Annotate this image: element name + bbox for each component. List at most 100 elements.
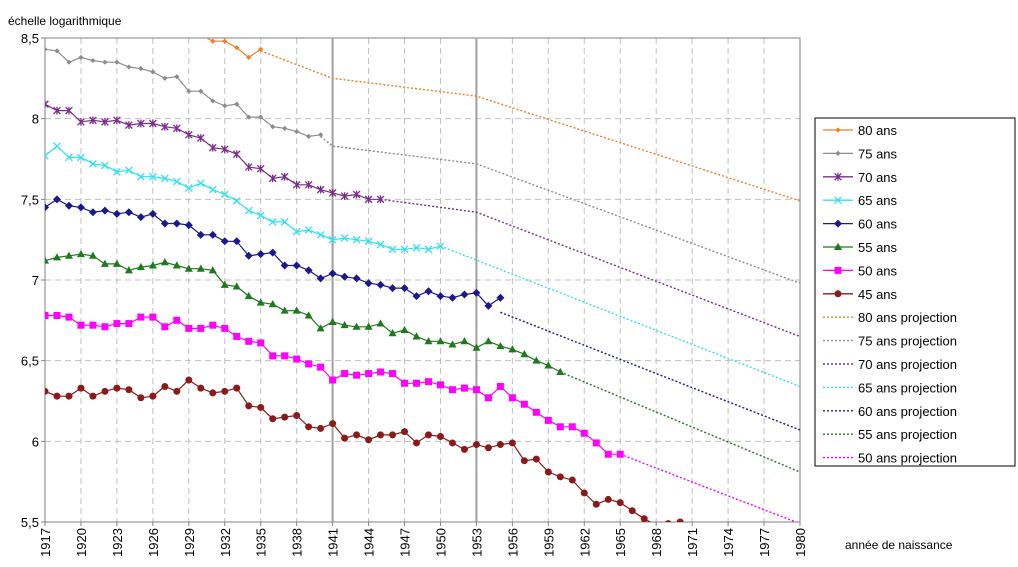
- legend-entry: 65 ans projection: [823, 380, 957, 395]
- data-point: [304, 311, 313, 319]
- series-line: [560, 371, 800, 473]
- data-point: [268, 248, 277, 257]
- legend-label: 65 ans: [858, 193, 898, 208]
- data-point: [149, 392, 157, 400]
- x-tick-label: 1932: [218, 528, 233, 557]
- data-point: [292, 227, 301, 236]
- data-point: [269, 352, 277, 360]
- series-line: [205, 38, 262, 59]
- data-point: [328, 188, 337, 197]
- legend-swatch-marker: [834, 266, 842, 274]
- x-tick-label: 1917: [38, 528, 53, 557]
- series-70-ans: [45, 100, 385, 204]
- data-point: [221, 387, 229, 395]
- data-point: [186, 88, 192, 94]
- data-point: [45, 203, 49, 212]
- data-point: [341, 370, 349, 378]
- x-tick-label: 1962: [577, 528, 592, 557]
- data-point: [257, 403, 265, 411]
- series-line: [500, 311, 800, 431]
- data-point: [53, 392, 61, 400]
- data-point: [448, 439, 456, 447]
- legend-entry: 55 ans projection: [823, 427, 957, 442]
- legend-entry: 80 ans: [823, 123, 898, 138]
- data-point: [77, 153, 85, 162]
- data-point: [113, 384, 121, 392]
- data-point: [232, 282, 241, 290]
- data-point: [101, 323, 109, 331]
- data-point: [54, 48, 60, 54]
- data-point: [424, 431, 432, 439]
- data-point: [318, 132, 324, 138]
- data-point: [125, 320, 133, 328]
- data-point: [520, 457, 528, 465]
- x-tick-label: 1920: [74, 528, 89, 557]
- data-point: [376, 240, 385, 249]
- data-point: [305, 360, 313, 368]
- data-point: [280, 306, 289, 314]
- data-point: [112, 209, 121, 218]
- data-point: [113, 116, 121, 125]
- data-point: [150, 69, 156, 75]
- legend-entry: 60 ans projection: [823, 404, 957, 419]
- data-point: [508, 394, 516, 402]
- legend-label: 60 ans: [858, 217, 898, 232]
- data-point: [294, 128, 300, 135]
- series-line: [619, 453, 798, 522]
- data-point: [245, 402, 253, 410]
- data-point: [304, 180, 313, 189]
- data-point: [340, 272, 349, 281]
- data-point: [484, 394, 492, 402]
- data-point: [246, 114, 252, 120]
- series-line: [260, 50, 800, 202]
- data-point: [316, 324, 325, 332]
- data-point: [329, 420, 337, 428]
- data-point: [436, 432, 444, 440]
- data-point: [257, 339, 265, 347]
- data-point: [496, 341, 505, 350]
- series-line: [45, 48, 321, 138]
- data-point: [676, 518, 684, 522]
- data-point: [148, 261, 157, 269]
- data-point: [161, 382, 169, 390]
- legend-entry: 50 ans: [823, 263, 898, 278]
- y-tick-label: 6: [32, 434, 39, 449]
- data-point: [604, 495, 612, 503]
- y-tick-label: 5,5: [21, 515, 39, 530]
- data-point: [234, 101, 240, 107]
- data-point: [544, 416, 552, 424]
- data-point: [184, 221, 193, 230]
- legend-label: 65 ans projection: [858, 380, 957, 395]
- data-point: [316, 185, 325, 194]
- x-tick-label: 1944: [362, 528, 377, 557]
- data-point: [388, 329, 397, 337]
- data-point: [317, 363, 325, 371]
- data-point: [293, 355, 301, 363]
- legend-entry: 50 ans projection: [823, 451, 957, 466]
- data-point: [352, 235, 361, 244]
- data-point: [45, 311, 49, 319]
- data-point: [640, 515, 648, 522]
- data-point: [484, 444, 492, 452]
- data-point: [232, 237, 241, 246]
- data-point: [78, 54, 84, 60]
- data-point: [184, 184, 193, 192]
- data-point: [340, 320, 349, 329]
- data-point: [66, 59, 72, 65]
- data-point: [352, 190, 361, 199]
- data-point: [388, 284, 397, 293]
- data-point: [580, 489, 588, 497]
- x-tick-label: 1941: [326, 528, 341, 557]
- data-point: [532, 356, 541, 364]
- data-point: [138, 66, 144, 72]
- data-point: [114, 59, 120, 65]
- data-point: [148, 172, 157, 181]
- series-60-ans: [45, 195, 505, 310]
- legend-entry: 75 ans projection: [823, 334, 957, 349]
- data-point: [376, 195, 385, 204]
- data-point: [413, 439, 421, 447]
- data-point: [352, 322, 361, 330]
- data-point: [64, 251, 73, 259]
- data-point: [532, 408, 540, 416]
- data-point: [160, 258, 169, 266]
